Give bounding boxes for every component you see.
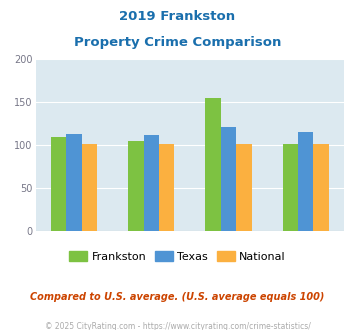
Text: Property Crime Comparison: Property Crime Comparison	[74, 36, 281, 49]
Bar	[313, 144, 329, 231]
Bar	[221, 127, 236, 231]
Bar	[51, 138, 66, 231]
Bar	[66, 134, 82, 231]
Legend: Frankston, Texas, National: Frankston, Texas, National	[65, 247, 290, 267]
Bar	[298, 132, 313, 231]
Bar	[128, 141, 143, 231]
Bar	[283, 144, 298, 231]
Bar	[159, 144, 174, 231]
Text: Compared to U.S. average. (U.S. average equals 100): Compared to U.S. average. (U.S. average …	[30, 292, 325, 302]
Bar	[82, 144, 97, 231]
Text: 2019 Frankston: 2019 Frankston	[119, 10, 236, 23]
Bar	[143, 135, 159, 231]
Bar	[236, 144, 252, 231]
Bar	[205, 98, 221, 231]
Text: © 2025 CityRating.com - https://www.cityrating.com/crime-statistics/: © 2025 CityRating.com - https://www.city…	[45, 322, 310, 330]
